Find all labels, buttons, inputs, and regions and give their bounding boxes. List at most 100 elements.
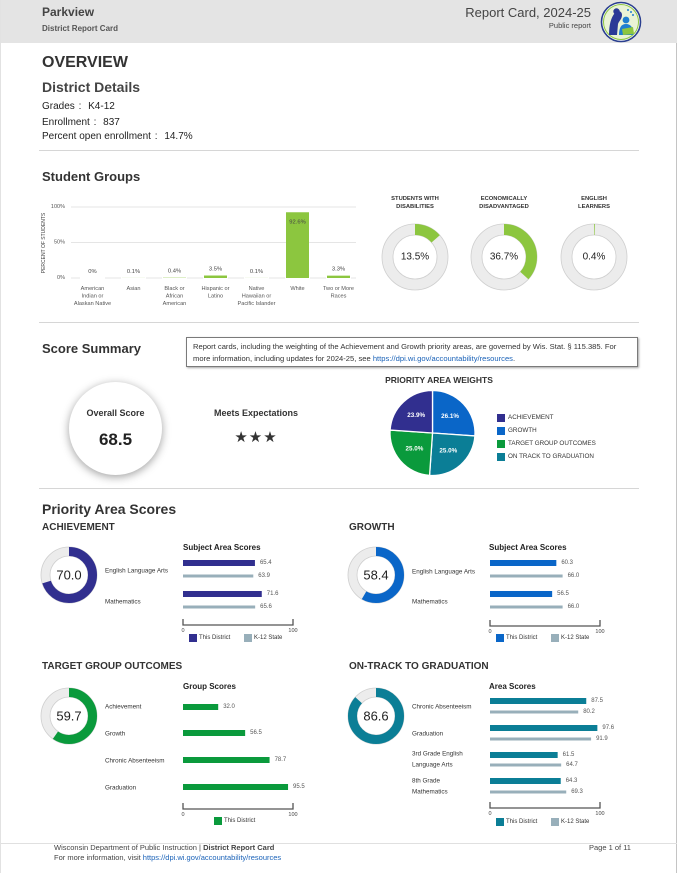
bar-value-label: 0.4% bbox=[168, 269, 181, 275]
priority-score-donut-inner-edge bbox=[49, 555, 89, 595]
legend-item-achievement: ACHIEVEMENT bbox=[497, 413, 553, 422]
footer-resources-link[interactable]: https://dpi.wi.gov/accountability/resour… bbox=[142, 853, 282, 862]
x-tick-label: 100 bbox=[595, 629, 604, 635]
achievement-chart-title: Subject Area Scores bbox=[183, 543, 261, 552]
category-label: Latino bbox=[208, 294, 223, 300]
bar-value-label: 66.0 bbox=[568, 604, 580, 610]
legend-label: K-12 State bbox=[254, 635, 283, 641]
detail-value: K4-12 bbox=[88, 101, 115, 112]
x-axis bbox=[182, 803, 294, 810]
student-group-donut-value-label: 13.5% bbox=[401, 252, 429, 263]
x-axis bbox=[489, 802, 601, 809]
x-tick-label: 100 bbox=[595, 811, 604, 817]
on-track-title: ON-TRACK TO GRADUATION bbox=[349, 661, 489, 672]
row-label: Growth bbox=[105, 731, 126, 738]
legend-swatch bbox=[497, 452, 505, 461]
legend-swatch bbox=[496, 634, 504, 642]
priority-score-donut-outer-edge bbox=[40, 546, 98, 604]
bar-value-label: 97.6 bbox=[602, 725, 614, 731]
resources-link[interactable]: https://dpi.wi.gov/accountability/resour… bbox=[372, 354, 513, 363]
legend-item-target-group: TARGET GROUP OUTCOMES bbox=[497, 439, 596, 448]
report-subtitle: District Report Card bbox=[42, 24, 119, 33]
legend-swatch bbox=[551, 818, 559, 826]
priority-score-donut-track bbox=[41, 688, 97, 744]
detail-open-enrollment: Percent open enrollment : 14.7% bbox=[42, 131, 193, 143]
priority-score-donut-outer-edge bbox=[40, 687, 98, 745]
category-label: White bbox=[290, 286, 304, 292]
row-label: Language Arts bbox=[412, 762, 453, 769]
student-group-donut-value-label: 36.7% bbox=[490, 252, 518, 263]
student-groups-heading: Student Groups bbox=[42, 169, 141, 184]
student-group-donut-inner-edge bbox=[571, 234, 617, 280]
student-group-donut-inner-edge bbox=[392, 234, 438, 280]
on-track-chart-title: Area Scores bbox=[489, 682, 536, 691]
dpi-logo-icon bbox=[600, 1, 642, 43]
priority-score-donut-value-label: 59.7 bbox=[56, 709, 81, 724]
row-label: Mathematics bbox=[412, 789, 448, 796]
legend-label: ACHIEVEMENT bbox=[508, 414, 554, 421]
detail-label: Percent open enrollment bbox=[42, 131, 151, 142]
bar-value-label: 65.6 bbox=[260, 604, 272, 610]
score-summary-heading: Score Summary bbox=[42, 341, 141, 356]
state-bar bbox=[490, 737, 592, 741]
legend-item-growth: GROWTH bbox=[497, 426, 537, 435]
district-bar bbox=[183, 784, 289, 790]
priority-score-donut-inner-edge bbox=[356, 555, 396, 595]
category-label: Pacific Islander bbox=[238, 301, 276, 307]
bar-value-label: 71.6 bbox=[267, 591, 279, 597]
bar-base-gap bbox=[121, 276, 146, 280]
student-group-donut-outer-edge bbox=[470, 223, 538, 291]
priority-score-donut-track bbox=[41, 547, 97, 603]
district-bar bbox=[490, 752, 558, 758]
priority-area-scores-heading: Priority Area Scores bbox=[42, 501, 177, 517]
row-label: Graduation bbox=[105, 785, 137, 792]
notice-line-2: more information, including updates for … bbox=[193, 353, 631, 365]
legend-label: This District bbox=[224, 818, 256, 824]
notice-text: more information, including updates for … bbox=[193, 354, 373, 363]
bar-value-label: 92.6% bbox=[289, 219, 305, 225]
bar-value-label: 78.7 bbox=[275, 757, 287, 763]
y-axis-title: PERCENT OF STUDENTS bbox=[41, 212, 47, 273]
donut-title: DISABILITIES bbox=[396, 204, 434, 210]
overall-score-badge: Overall Score 68.5 bbox=[69, 382, 162, 475]
x-tick-label: 0 bbox=[181, 812, 184, 818]
student-group-donut-track bbox=[471, 224, 537, 290]
legend-label: This District bbox=[506, 635, 538, 641]
legend-label: This District bbox=[199, 635, 231, 641]
legend-label: K-12 State bbox=[561, 635, 590, 641]
state-bar bbox=[490, 790, 567, 794]
student-group-donut-value-arc bbox=[561, 224, 627, 290]
priority-score-donut-value-label: 58.4 bbox=[363, 568, 388, 583]
priority-score-donut-track bbox=[348, 688, 404, 744]
student-group-donut-outer-edge bbox=[560, 223, 628, 291]
category-label: Hawaiian or bbox=[242, 294, 272, 300]
bar-value-label: 0.1% bbox=[250, 269, 263, 275]
bar-base-gap bbox=[285, 276, 310, 280]
priority-score-donut-outer-edge bbox=[347, 546, 405, 604]
notice-text-end: . bbox=[512, 354, 516, 363]
priority-score-donut-value-arc bbox=[348, 688, 404, 744]
pie-slice-label: 25.0% bbox=[405, 445, 423, 452]
bar-value-label: 87.5 bbox=[591, 698, 603, 704]
bar-value-label: 63.9 bbox=[258, 573, 270, 579]
priority-score-donut-value-label: 86.6 bbox=[363, 709, 388, 724]
bar-value-label: 91.9 bbox=[596, 736, 608, 742]
pie-slice-label: 23.9% bbox=[407, 412, 425, 419]
legend-label: This District bbox=[506, 819, 538, 825]
bar-value-label: 56.5 bbox=[250, 730, 262, 736]
priority-score-donut-track bbox=[348, 547, 404, 603]
student-group-donut-track bbox=[561, 224, 627, 290]
bar-value-label: 3.5% bbox=[209, 267, 222, 273]
student-group-donut-value-arc bbox=[471, 224, 537, 290]
donut-title: STUDENTS WITH bbox=[391, 196, 439, 202]
district-name: Parkview bbox=[42, 5, 95, 19]
detail-separator: : bbox=[93, 117, 97, 128]
bar-value-label: 61.5 bbox=[563, 752, 575, 758]
x-axis bbox=[182, 619, 294, 626]
y-tick-label: 50% bbox=[54, 240, 65, 246]
overall-score-value: 68.5 bbox=[98, 430, 133, 449]
category-label: American bbox=[163, 301, 187, 307]
bar-base-gap bbox=[80, 276, 105, 280]
detail-label: Enrollment bbox=[42, 117, 90, 128]
x-tick-label: 0 bbox=[181, 628, 184, 634]
